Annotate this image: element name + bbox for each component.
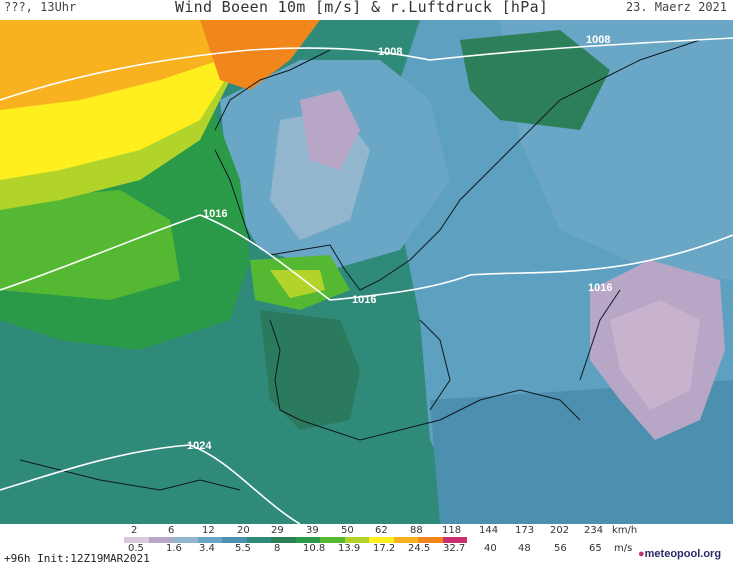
colorbar-swatch [295,537,320,543]
kmh-tick: 6 [168,525,175,536]
isobars [0,37,733,525]
ms-tick: 13.9 [338,543,361,554]
isobar-label: 1024 [187,440,212,452]
colorbar-swatch [271,537,296,543]
colorbar [124,537,467,543]
colorbar-swatch [173,537,198,543]
colorbar-swatch [124,537,149,543]
weather-map: 1008 1008 1016 1016 1016 1024 [0,20,733,525]
ms-tick: 48 [518,543,531,554]
header-bar: ???, 13Uhr Wind Boeen 10m [m/s] & r.Luft… [0,0,733,20]
ms-tick: 0.5 [128,543,144,554]
kmh-tick: 39 [306,525,319,536]
meteopool-logo[interactable]: ●meteopool.org [638,548,721,560]
colorbar-swatch [442,537,467,543]
nw-lightorange [0,20,230,110]
colorbar-swatch [222,537,247,543]
kmh-tick: 50 [341,525,354,536]
nw-orange [200,20,320,90]
kmh-tick: 20 [237,525,250,536]
forecast-time: ???, 13Uhr [4,0,77,14]
ms-tick: 56 [554,543,567,554]
colorbar-swatch [344,537,369,543]
kmh-tick: 62 [375,525,388,536]
coastlines [19,39,701,491]
kmh-tick: 2 [131,525,138,536]
west-lightgreen [0,190,180,300]
legend: 2 6 12 20 29 39 50 62 88 118 144 173 202… [0,524,733,566]
isobar-label: 1016 [352,294,377,306]
ms-tick: 1.6 [166,543,182,554]
init-time: +96h Init:12Z19MAR2021 [4,552,150,565]
map-canvas [0,20,733,525]
kmh-tick: 234 [584,525,604,536]
kmh-tick: 202 [550,525,570,536]
map-title: Wind Boeen 10m [m/s] & r.Luftdruck [hPa] [175,0,549,16]
colorbar-swatch [369,537,394,543]
denmark-field [260,310,360,430]
kmh-tick: 144 [479,525,499,536]
kmh-tick: 29 [271,525,284,536]
kmh-tick: 173 [515,525,535,536]
colorbar-swatch [148,537,173,543]
colorbar-swatch [320,537,345,543]
isobar-label: 1016 [203,208,228,220]
skagerrak-core [270,270,325,298]
colorbar-swatch [197,537,222,543]
ms-tick: 32.7 [443,543,466,554]
colorbar-swatch [393,537,418,543]
isobar-label: 1008 [586,34,611,46]
ms-tick: 5.5 [235,543,251,554]
ms-tick: 10.8 [303,543,326,554]
logo-text: meteopool.org [644,548,722,560]
isobar-label: 1008 [378,46,403,58]
isobar-label: 1016 [588,282,613,294]
ms-tick: 17.2 [373,543,396,554]
ms-unit: m/s [614,543,633,554]
mountain-purple [300,90,360,170]
finland-green [460,30,610,130]
purple-core-east [610,300,700,410]
ms-tick: 24.5 [408,543,431,554]
colorbar-swatch [418,537,443,543]
kmh-tick: 118 [442,525,462,536]
logo-mark-icon: ● [638,548,645,560]
ms-tick: 8 [274,543,281,554]
kmh-unit: km/h [612,525,638,536]
forecast-date: 23. Maerz 2021 [625,0,727,14]
kmh-tick: 88 [410,525,423,536]
ms-tick: 40 [484,543,497,554]
kmh-tick: 12 [202,525,215,536]
colorbar-swatch [246,537,271,543]
ms-tick: 3.4 [199,543,215,554]
ms-tick: 65 [589,543,602,554]
